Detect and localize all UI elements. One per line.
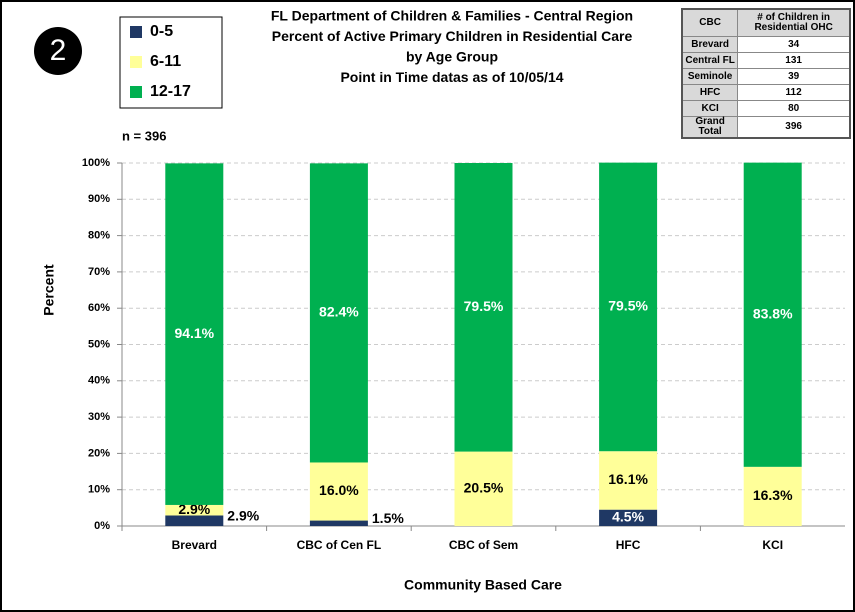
data-label: 79.5% [608, 298, 648, 314]
table-cell: 80 [737, 100, 851, 117]
table-cell: 39 [737, 68, 851, 85]
bar-segment [165, 504, 224, 516]
chart-title: by Age Group [406, 49, 498, 65]
bar-segment [309, 163, 368, 463]
summary-table: CBC # of Children in Residential OHC Breva… [681, 8, 851, 139]
data-label: 82.4% [319, 304, 359, 320]
table-row: Central FL 131 [681, 52, 851, 69]
y-tick-label: 90% [88, 193, 110, 205]
y-tick-label: 70% [88, 266, 110, 278]
chart-title: FL Department of Children & Families - C… [271, 8, 633, 24]
legend-label: 6-11 [150, 53, 181, 70]
bar-segment [454, 163, 513, 452]
legend-swatch [130, 86, 142, 98]
badge-circle [34, 27, 82, 75]
data-label: 1.5% [372, 510, 404, 526]
bar-segment [165, 163, 224, 505]
row-key: Brevard [681, 36, 739, 53]
table-row: CBC # of Children in Residential OHC [681, 8, 851, 37]
table-row: KCI 80 [681, 100, 851, 117]
header-cell: CBC [681, 8, 739, 37]
badge: 2 [50, 34, 67, 67]
chart-title: Point in Time datas as of 10/05/14 [340, 69, 563, 85]
data-label: 16.1% [608, 471, 648, 487]
legend-label: 0-5 [150, 23, 173, 40]
data-label: 83.8% [753, 305, 793, 321]
row-key: Central FL [681, 52, 739, 69]
data-label: 94.1% [174, 325, 214, 341]
row-key: KCI [681, 100, 739, 117]
x-tick-label: KCI [762, 538, 783, 552]
bar-segment [309, 462, 368, 521]
data-label: 2.9% [227, 507, 259, 523]
data-label: 16.0% [319, 482, 359, 498]
bar-segment [743, 466, 802, 526]
bar-segment [743, 162, 802, 467]
y-tick-label: 40% [88, 375, 110, 387]
legend-swatch [130, 26, 142, 38]
x-tick-label: CBC of Sem [449, 538, 518, 552]
table-row: Brevard 34 [681, 36, 851, 53]
y-tick-label: 20% [88, 447, 110, 459]
bar-segment [165, 515, 224, 526]
row-key: Grand Total [681, 116, 739, 139]
y-tick-label: 10% [88, 484, 110, 496]
y-tick-label: 60% [88, 302, 110, 314]
y-tick-label: 100% [82, 157, 110, 169]
bar-segment [454, 451, 513, 526]
y-tick-label: 30% [88, 411, 110, 423]
table-cell: 131 [737, 52, 851, 69]
x-tick-label: Brevard [172, 538, 217, 552]
data-label: 4.5% [612, 509, 644, 525]
data-label: 20.5% [464, 479, 504, 495]
data-label: 16.3% [753, 487, 793, 503]
header-cell: # of Children in Residential OHC [737, 8, 851, 37]
y-tick-label: 0% [94, 520, 110, 532]
table-row: Grand Total 396 [681, 116, 851, 139]
bar-segment [599, 509, 658, 526]
legend-label: 12-17 [150, 83, 191, 100]
y-tick-label: 80% [88, 230, 110, 242]
row-key: HFC [681, 84, 739, 101]
table-cell: 34 [737, 36, 851, 53]
table-row: HFC 112 [681, 84, 851, 101]
row-key: Seminole [681, 68, 739, 85]
bar-segment [599, 162, 658, 452]
y-tick-label: 50% [88, 338, 110, 350]
annotation: n = 396 [122, 128, 166, 143]
x-tick-label: HFC [616, 538, 641, 552]
chart-title: Percent of Active Primary Children in Re… [272, 28, 633, 44]
legend-swatch [130, 56, 142, 68]
bar-segment [309, 520, 368, 526]
bar-segment [599, 451, 658, 510]
data-label: 79.5% [464, 298, 504, 314]
y-axis-label: Percent [41, 264, 57, 316]
x-tick-label: CBC of Cen FL [297, 538, 382, 552]
table-cell: 112 [737, 84, 851, 101]
x-axis-label: Community Based Care [404, 577, 562, 593]
table-row: Seminole 39 [681, 68, 851, 85]
table-cell: 396 [737, 116, 851, 139]
